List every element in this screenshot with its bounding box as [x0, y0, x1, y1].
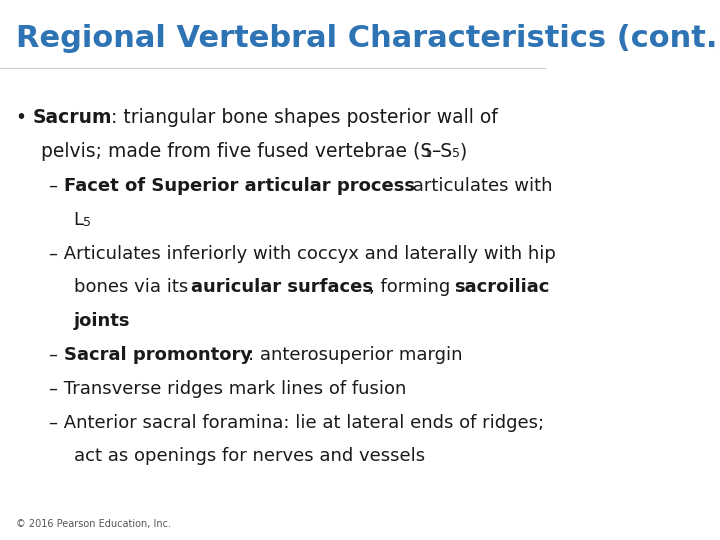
Text: : triangular bone shapes posterior wall of: : triangular bone shapes posterior wall … [111, 108, 498, 127]
Text: Sacrum: Sacrum [33, 108, 112, 127]
Text: auricular surfaces: auricular surfaces [191, 278, 373, 296]
Text: bones via its: bones via its [73, 278, 194, 296]
Text: , forming: , forming [369, 278, 456, 296]
Text: pelvis; made from five fused vertebrae (S: pelvis; made from five fused vertebrae (… [41, 142, 432, 161]
Text: – Transverse ridges mark lines of fusion: – Transverse ridges mark lines of fusion [49, 380, 407, 397]
Text: © 2016 Pearson Education, Inc.: © 2016 Pearson Education, Inc. [17, 519, 171, 529]
Text: joints: joints [73, 312, 130, 329]
Text: act as openings for nerves and vessels: act as openings for nerves and vessels [73, 447, 425, 465]
Text: •: • [17, 108, 34, 127]
Text: Regional Vertebral Characteristics (cont.): Regional Vertebral Characteristics (cont… [17, 24, 720, 53]
Text: –: – [49, 177, 64, 195]
Text: –: – [49, 346, 64, 363]
Text: Facet of Superior articular process: Facet of Superior articular process [63, 177, 415, 195]
Text: – Anterior sacral foramina: lie at lateral ends of ridges;: – Anterior sacral foramina: lie at later… [49, 414, 544, 431]
Text: articulates with: articulates with [407, 177, 552, 195]
Text: 5: 5 [84, 216, 91, 229]
Text: –S: –S [431, 142, 452, 161]
Text: L: L [73, 211, 84, 228]
Text: sacroiliac: sacroiliac [454, 278, 549, 296]
Text: ): ) [460, 142, 467, 161]
Text: : anterosuperior margin: : anterosuperior margin [248, 346, 462, 363]
Text: – Articulates inferiorly with coccyx and laterally with hip: – Articulates inferiorly with coccyx and… [49, 245, 556, 262]
Text: 1: 1 [423, 147, 431, 160]
Text: Sacral promontory: Sacral promontory [63, 346, 252, 363]
Text: 5: 5 [452, 147, 460, 160]
